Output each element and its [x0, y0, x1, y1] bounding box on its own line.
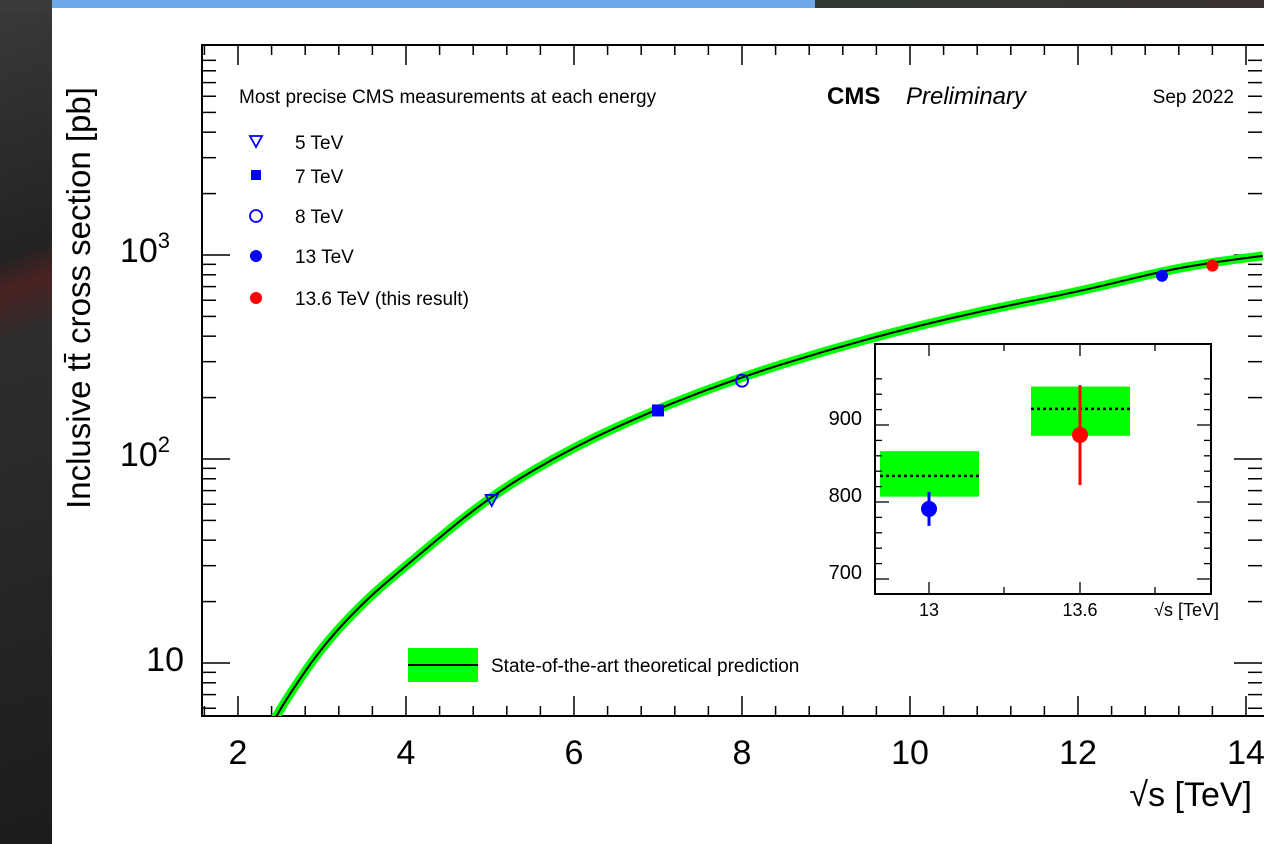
- legend-label: 5 TeV: [295, 133, 344, 154]
- legend-marker-7tev: [251, 170, 261, 180]
- inset-data-point: [1072, 427, 1088, 444]
- data-point-13p6tev: [1206, 259, 1219, 272]
- legend-label: 13.6 TeV (this result): [295, 289, 469, 310]
- y-tick-labels: 10 102 103: [120, 228, 184, 679]
- inset-plot: 700 800 900 13 13.6 √s [TeV]: [829, 343, 1219, 620]
- data-markers: [484, 259, 1219, 508]
- date-label: Sep 2022: [1153, 87, 1234, 108]
- inset-y-tick-label: 900: [829, 408, 862, 430]
- plot-frame: [201, 44, 1264, 717]
- inset-x-axis-title: √s [TeV]: [1154, 600, 1219, 620]
- inset-y-tick-label: 700: [829, 562, 862, 584]
- legend-label: 13 TeV: [295, 247, 354, 268]
- inset-theory-band: [880, 451, 979, 497]
- legend-marker-5tev: [248, 135, 264, 149]
- cross-section-chart: 2 4 6 8 10 12 14 10 102 103 Inclusive tt…: [60, 44, 1264, 814]
- experiment-label: CMS: [827, 83, 880, 110]
- y-tick-label: 102: [120, 432, 170, 474]
- inset-x-tick-label: 13.6: [1062, 600, 1097, 620]
- x-tick-label: 8: [733, 734, 752, 772]
- x-tick-label: 6: [565, 734, 584, 772]
- legend-marker-13tev: [250, 250, 262, 262]
- background-left: [0, 0, 52, 844]
- chart-panel: 2 4 6 8 10 12 14 10 102 103 Inclusive tt…: [52, 8, 1264, 844]
- axis-ticks: [202, 45, 1262, 716]
- x-tick-label: 4: [397, 734, 416, 772]
- y-axis-title: Inclusive tt̄ cross section [pb]: [60, 87, 97, 509]
- inset-y-tick-label: 800: [829, 485, 862, 507]
- legend-marker-13p6tev: [250, 292, 262, 304]
- data-point-7tev: [652, 404, 664, 417]
- data-point-8tev: [735, 373, 749, 388]
- top-accent-bar: [52, 0, 815, 8]
- legend-label: State-of-the-art theoretical prediction: [491, 656, 799, 677]
- inset-data-point: [921, 500, 937, 517]
- status-label: Preliminary: [906, 83, 1028, 110]
- x-tick-label: 12: [1059, 734, 1097, 772]
- x-tick-label: 10: [891, 734, 929, 772]
- inset-x-tick-label: 13: [919, 600, 939, 620]
- legend-label: 8 TeV: [295, 207, 344, 228]
- x-tick-label: 2: [229, 734, 248, 772]
- theory-line: [275, 254, 1264, 716]
- x-axis-title: √s [TeV]: [1129, 776, 1252, 814]
- legend: 5 TeV 7 TeV 8 TeV 13 TeV 13.6 TeV (this …: [248, 133, 799, 682]
- x-tick-labels: 2 4 6 8 10 12 14: [229, 734, 1264, 772]
- chart-description: Most precise CMS measurements at each en…: [239, 87, 657, 108]
- data-point-13tev: [1156, 269, 1168, 282]
- legend-marker-8tev: [249, 209, 263, 223]
- y-tick-label: 103: [120, 228, 170, 270]
- y-tick-label: 10: [146, 641, 184, 679]
- data-point-5tev: [484, 494, 500, 508]
- legend-label: 7 TeV: [295, 167, 344, 188]
- x-tick-label: 14: [1227, 734, 1264, 772]
